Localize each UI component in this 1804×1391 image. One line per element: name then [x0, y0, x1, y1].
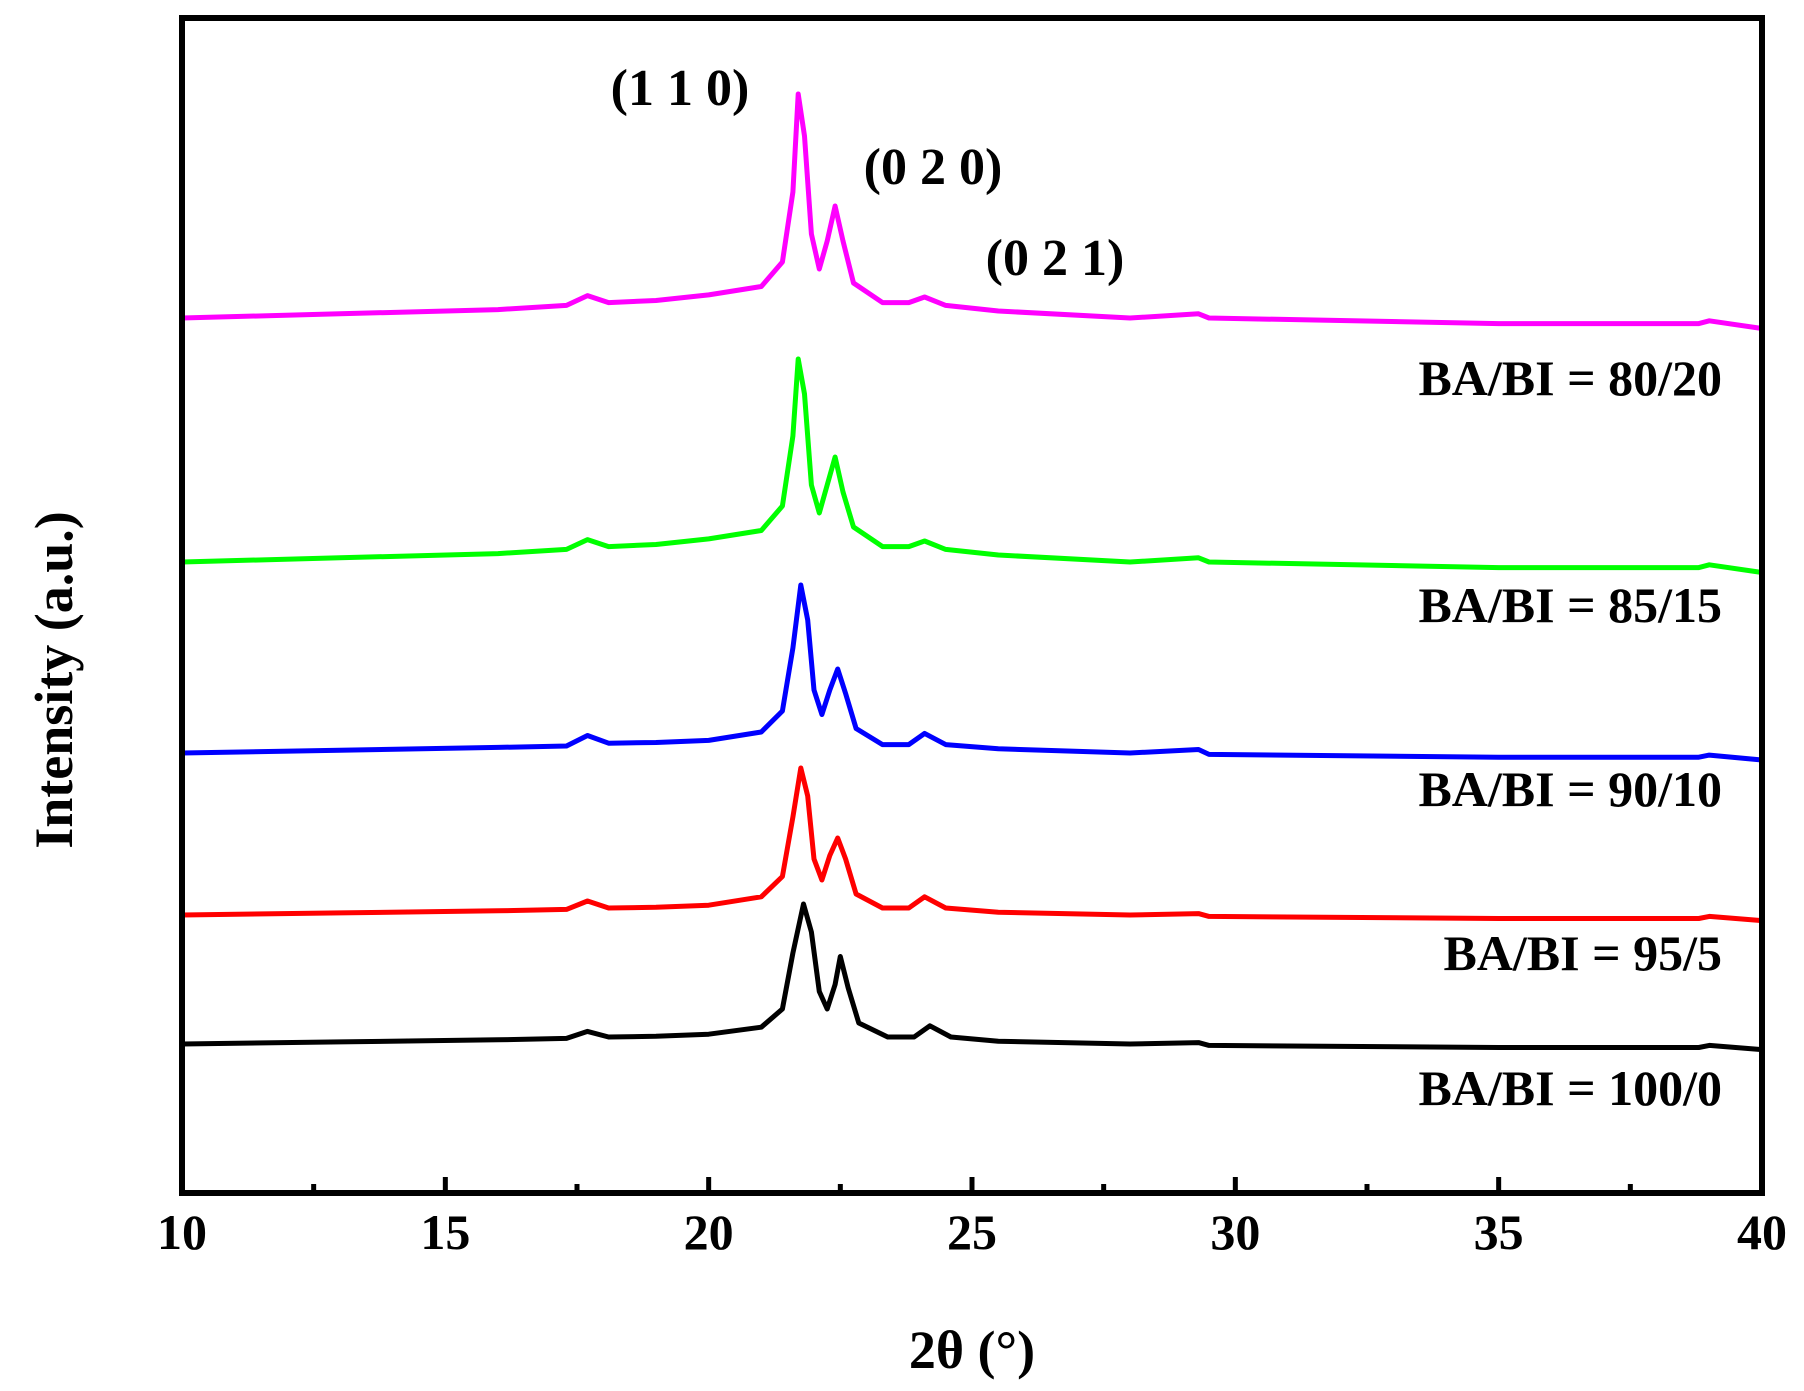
peak-annotation: (0 2 0)	[864, 139, 1003, 196]
x-tick-label: 25	[947, 1204, 997, 1260]
y-axis-label: Intensity (a.u.)	[24, 511, 84, 849]
x-tick-label: 30	[1210, 1204, 1260, 1260]
series-line	[179, 765, 1765, 924]
series-label: BA/BI = 90/10	[1418, 761, 1722, 817]
series-label: BA/BI = 95/5	[1443, 925, 1722, 981]
peak-annotation: (1 1 0)	[611, 60, 750, 117]
series-layer	[179, 91, 1765, 1053]
series-label: BA/BI = 85/15	[1418, 577, 1722, 633]
series-label: BA/BI = 80/20	[1418, 350, 1722, 406]
plot-frame	[179, 15, 1765, 1196]
series-line	[179, 901, 1765, 1053]
x-axis-label: 2θ (°)	[909, 1320, 1035, 1380]
x-tick-label: 10	[157, 1204, 207, 1260]
x-tick-label: 40	[1737, 1204, 1787, 1260]
peak-annotation: (0 2 1)	[986, 230, 1125, 287]
series-line	[179, 91, 1765, 331]
series-line	[179, 356, 1765, 575]
series-label: BA/BI = 100/0	[1418, 1060, 1722, 1116]
x-tick-label: 35	[1474, 1204, 1524, 1260]
x-tick-label: 20	[684, 1204, 734, 1260]
series-line	[179, 582, 1765, 763]
label-layer: BA/BI = 80/20 BA/BI = 85/15 BA/BI = 90/10 B…	[611, 60, 1722, 1116]
x-tick-label: 15	[420, 1204, 470, 1260]
tick-layer: 10 15 20 25 30 35 40	[157, 1177, 1787, 1260]
